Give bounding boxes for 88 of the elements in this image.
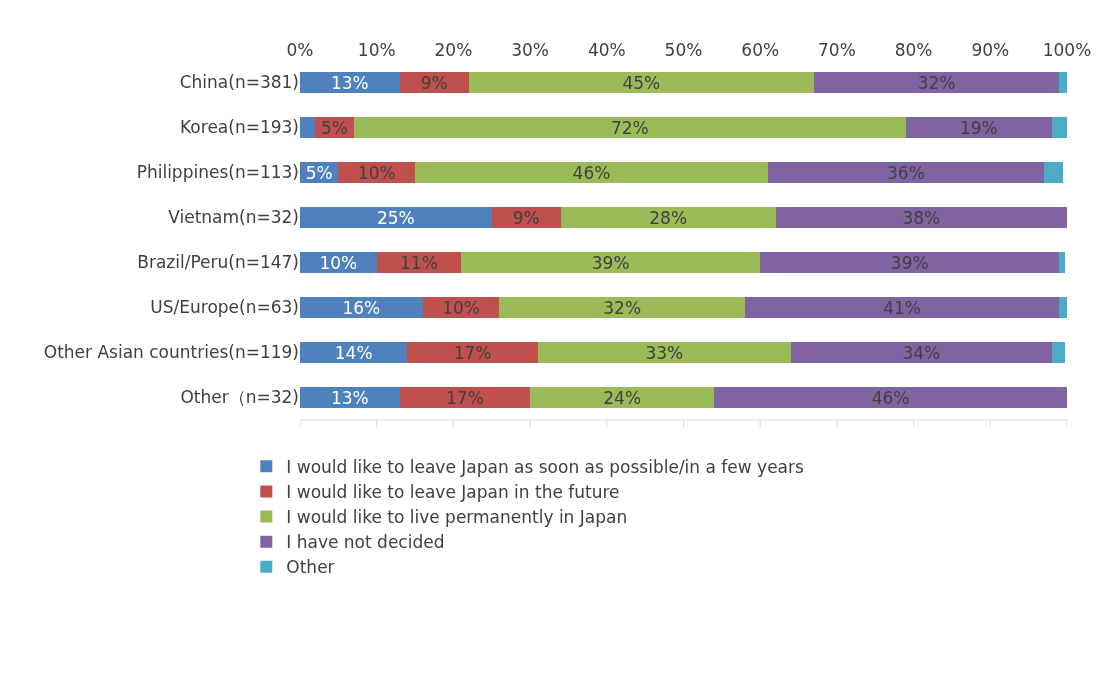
bar — [1059, 252, 1065, 273]
x-tick-label: 0% — [286, 39, 314, 60]
data-label: 10% — [357, 162, 396, 183]
legend-label: I would like to live permanently in Japan — [286, 507, 628, 528]
data-label: 36% — [887, 162, 925, 183]
data-label: 34% — [902, 342, 941, 363]
bar — [468, 72, 814, 93]
bar — [905, 117, 1052, 138]
bar — [353, 117, 906, 138]
bar — [560, 207, 776, 228]
x-tick-label: 40% — [587, 39, 626, 60]
bar — [1043, 162, 1064, 183]
legend-label: Other — [286, 557, 335, 578]
data-label: 13% — [330, 72, 369, 93]
legend-label: I would like to leave Japan as soon as possible/in a few years — [286, 456, 805, 477]
data-label: 39% — [890, 252, 929, 273]
data-label: 17% — [453, 342, 492, 363]
bar — [1051, 342, 1065, 363]
x-tick-label: 30% — [511, 39, 549, 60]
data-label: 45% — [622, 72, 661, 93]
data-label: 25% — [376, 207, 415, 228]
bar — [744, 297, 1060, 318]
bar — [300, 117, 316, 138]
bar — [790, 342, 1052, 363]
x-tick-label: 60% — [741, 39, 780, 60]
data-label: 9% — [512, 207, 540, 228]
data-label: 32% — [603, 297, 642, 318]
y-tick-label: Other Asian countries(n=119) — [43, 342, 299, 363]
data-label: 10% — [319, 252, 358, 273]
x-tick-label: 80% — [894, 39, 933, 60]
data-label: 14% — [334, 342, 373, 363]
bar — [760, 252, 1060, 273]
bar — [1059, 297, 1067, 318]
data-label: 11% — [399, 252, 438, 273]
data-label: 46% — [572, 162, 611, 183]
bar — [300, 297, 423, 318]
data-label: 32% — [917, 72, 956, 93]
bar — [499, 297, 745, 318]
y-tick-label: US/Europe(n=63) — [150, 297, 299, 318]
legend-label: I have not decided — [286, 532, 445, 553]
data-label: 16% — [342, 297, 381, 318]
bar — [407, 342, 538, 363]
x-tick-label: 20% — [434, 39, 473, 60]
data-label: 33% — [645, 342, 684, 363]
data-label: 72% — [610, 117, 649, 138]
data-label: 41% — [883, 297, 921, 318]
y-tick-label: Philippines(n=113) — [136, 162, 299, 183]
data-label: 28% — [649, 207, 688, 228]
x-tick-label: 50% — [664, 39, 703, 60]
x-tick-label: 70% — [818, 39, 856, 60]
bar — [1059, 72, 1067, 93]
bar — [461, 252, 761, 273]
data-label: 39% — [591, 252, 630, 273]
data-label: 38% — [902, 207, 941, 228]
bar — [775, 207, 1067, 228]
bar — [300, 342, 408, 363]
data-label: 10% — [442, 297, 480, 318]
bar — [399, 72, 469, 93]
bar — [300, 387, 400, 408]
y-tick-label: Korea(n=193) — [180, 117, 299, 138]
bar — [300, 207, 492, 228]
bar — [491, 207, 561, 228]
bar — [530, 387, 715, 408]
data-label: 5% — [321, 117, 349, 138]
bar — [415, 162, 768, 183]
y-tick-label: China(n=381) — [179, 72, 299, 93]
bar — [537, 342, 791, 363]
bar — [300, 72, 400, 93]
bar — [714, 387, 1067, 408]
x-tick-label: 100% — [1042, 39, 1092, 60]
bar — [1051, 117, 1067, 138]
bar — [376, 252, 462, 273]
data-label: 5% — [305, 162, 333, 183]
bar — [813, 72, 1060, 93]
bar — [399, 387, 531, 408]
data-label: 24% — [603, 387, 642, 408]
data-label: 17% — [446, 387, 484, 408]
legend-label: I would like to leave Japan in the future — [286, 482, 620, 503]
x-tick-label: 90% — [971, 39, 1010, 60]
y-tick-label: Vietnam(n=32) — [168, 207, 299, 228]
data-label: 19% — [959, 117, 998, 138]
y-tick-label: Other（n=32) — [180, 387, 299, 408]
data-label: 13% — [330, 387, 369, 408]
data-label: 46% — [871, 387, 910, 408]
y-tick-label: Brazil/Peru(n=147) — [137, 252, 299, 273]
x-tick-label: 10% — [357, 39, 396, 60]
data-label: 9% — [420, 72, 448, 93]
bar — [767, 162, 1044, 183]
